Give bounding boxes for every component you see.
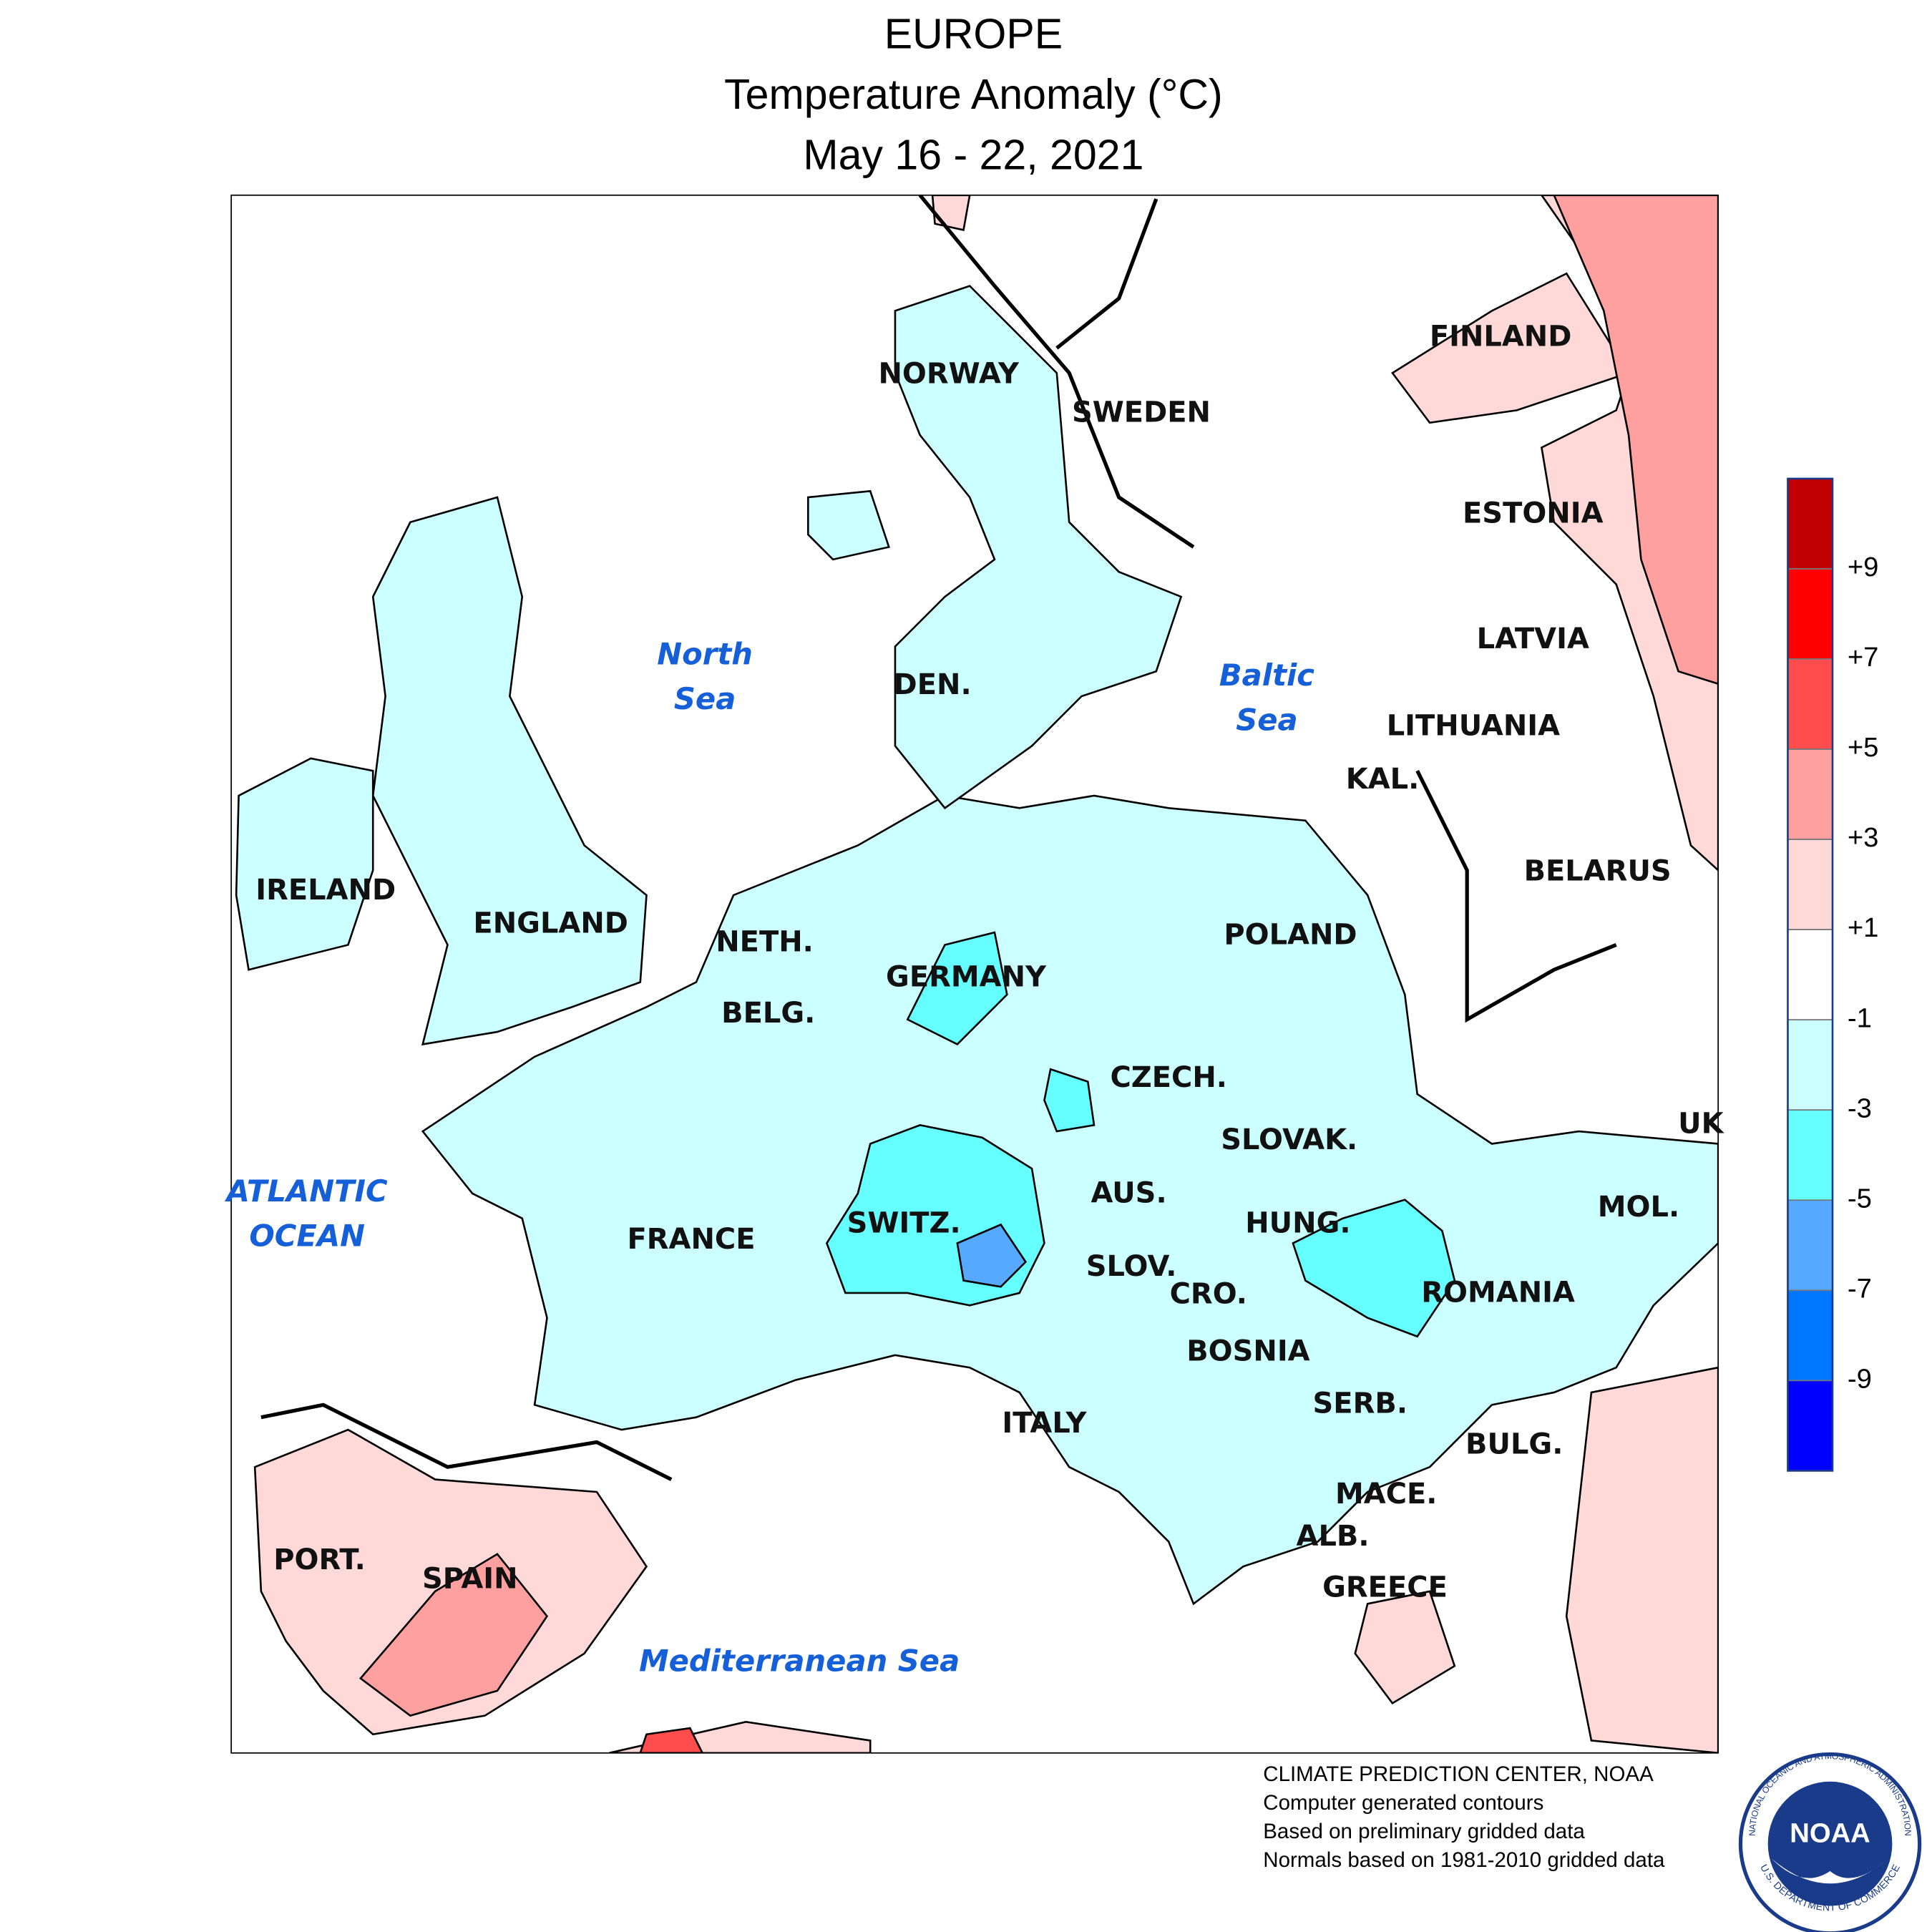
country-label: POLAND	[1224, 918, 1357, 951]
title-line: May 16 - 22, 2021	[803, 131, 1143, 178]
country-label: ROMANIA	[1421, 1277, 1575, 1309]
sea-label: Sea	[674, 681, 736, 716]
legend-tick-label: +3	[1848, 822, 1879, 853]
legend-box	[1787, 1199, 1833, 1292]
legend-box	[1787, 1019, 1833, 1111]
country-label: ESTONIA	[1463, 497, 1604, 530]
legend-box	[1787, 748, 1833, 840]
legend-tick-label: +7	[1848, 642, 1879, 673]
legend-box	[1787, 1289, 1833, 1382]
legend-box	[1787, 478, 1833, 570]
title-line: EUROPE	[884, 11, 1063, 58]
legend-tick-label: -9	[1848, 1363, 1872, 1394]
sea-label: Mediterranean Sea	[639, 1644, 960, 1679]
country-label: DEN.	[894, 668, 972, 701]
map-frame	[230, 194, 1719, 1754]
footer-line: Computer generated contours	[1263, 1791, 1543, 1815]
legend-tick-label: -3	[1848, 1093, 1872, 1123]
country-label: FINLAND	[1430, 321, 1572, 353]
footer-line: Based on preliminary gridded data	[1263, 1820, 1585, 1843]
country-label: SWITZ.	[847, 1206, 961, 1239]
legend-tick-label: +9	[1848, 552, 1879, 582]
country-label: MOL.	[1598, 1191, 1679, 1224]
country-label: SLOV.	[1086, 1250, 1177, 1283]
anomaly-colder-region	[956, 1223, 1028, 1288]
country-label: GERMANY	[886, 960, 1047, 993]
legend-tick-label: -7	[1848, 1273, 1872, 1304]
country-label: KAL.	[1346, 763, 1420, 796]
logo-text: NOAA	[1790, 1818, 1870, 1849]
country-label: ALB.	[1297, 1520, 1370, 1553]
legend-box	[1787, 1109, 1833, 1201]
country-label: ITALY	[1002, 1407, 1087, 1440]
country-label: GREECE	[1322, 1571, 1448, 1604]
country-label: FRANCE	[628, 1223, 756, 1256]
anomaly-hot-region	[639, 1727, 704, 1753]
country-label: BOSNIA	[1186, 1335, 1309, 1367]
logo-disc	[1767, 1781, 1893, 1906]
zero-contour	[260, 195, 1617, 1481]
country-label: CZECH.	[1110, 1061, 1227, 1094]
country-label: BELG.	[721, 997, 815, 1030]
anomaly-warmer-region	[358, 195, 1719, 1717]
legend-box	[1787, 658, 1833, 750]
sea-label: ATLANTIC	[225, 1174, 388, 1209]
legend-box	[1787, 1380, 1833, 1472]
country-label: BELARUS	[1524, 855, 1672, 888]
country-label: SERB.	[1313, 1387, 1407, 1420]
legend-box	[1787, 929, 1833, 1021]
legend-box	[1787, 568, 1833, 660]
footer-line: Normals based on 1981-2010 gridded data	[1263, 1848, 1665, 1872]
legend-box	[1787, 839, 1833, 931]
country-label: LATVIA	[1477, 623, 1589, 655]
country-label: SPAIN	[422, 1562, 518, 1595]
anomaly-cool-region	[235, 285, 1719, 1606]
sea-label: North	[657, 636, 753, 671]
legend-frame	[1787, 477, 1834, 1472]
legend-tick-label: +5	[1848, 732, 1879, 763]
legend-tick-label: -5	[1848, 1183, 1872, 1214]
country-label: MACE.	[1335, 1478, 1437, 1511]
country-label: SLOVAK.	[1221, 1123, 1357, 1156]
country-label: PORT.	[273, 1543, 366, 1576]
sea-label: Baltic	[1219, 658, 1314, 693]
country-label: LITHUANIA	[1387, 709, 1560, 742]
country-label: NORWAY	[878, 358, 1020, 391]
country-label: BULG.	[1465, 1428, 1563, 1461]
country-label: HUNG.	[1245, 1206, 1350, 1239]
country-label: IRELAND	[255, 874, 396, 907]
map-area	[231, 195, 1719, 1753]
country-label: UK	[1678, 1107, 1724, 1140]
sea-label: OCEAN	[249, 1219, 365, 1254]
legend-tick-label: +1	[1848, 912, 1879, 943]
country-label: CRO.	[1170, 1277, 1247, 1310]
legend-tick-label: -1	[1848, 1002, 1872, 1033]
country-label: AUS.	[1091, 1177, 1167, 1210]
country-label: ENGLAND	[473, 907, 628, 940]
footer-line: CLIMATE PREDICTION CENTER, NOAA	[1263, 1762, 1654, 1786]
sea-label: Sea	[1236, 702, 1297, 737]
title-line: Temperature Anomaly (°C)	[724, 71, 1223, 118]
country-label: SWEDEN	[1072, 396, 1211, 429]
country-label: NETH.	[716, 926, 814, 959]
